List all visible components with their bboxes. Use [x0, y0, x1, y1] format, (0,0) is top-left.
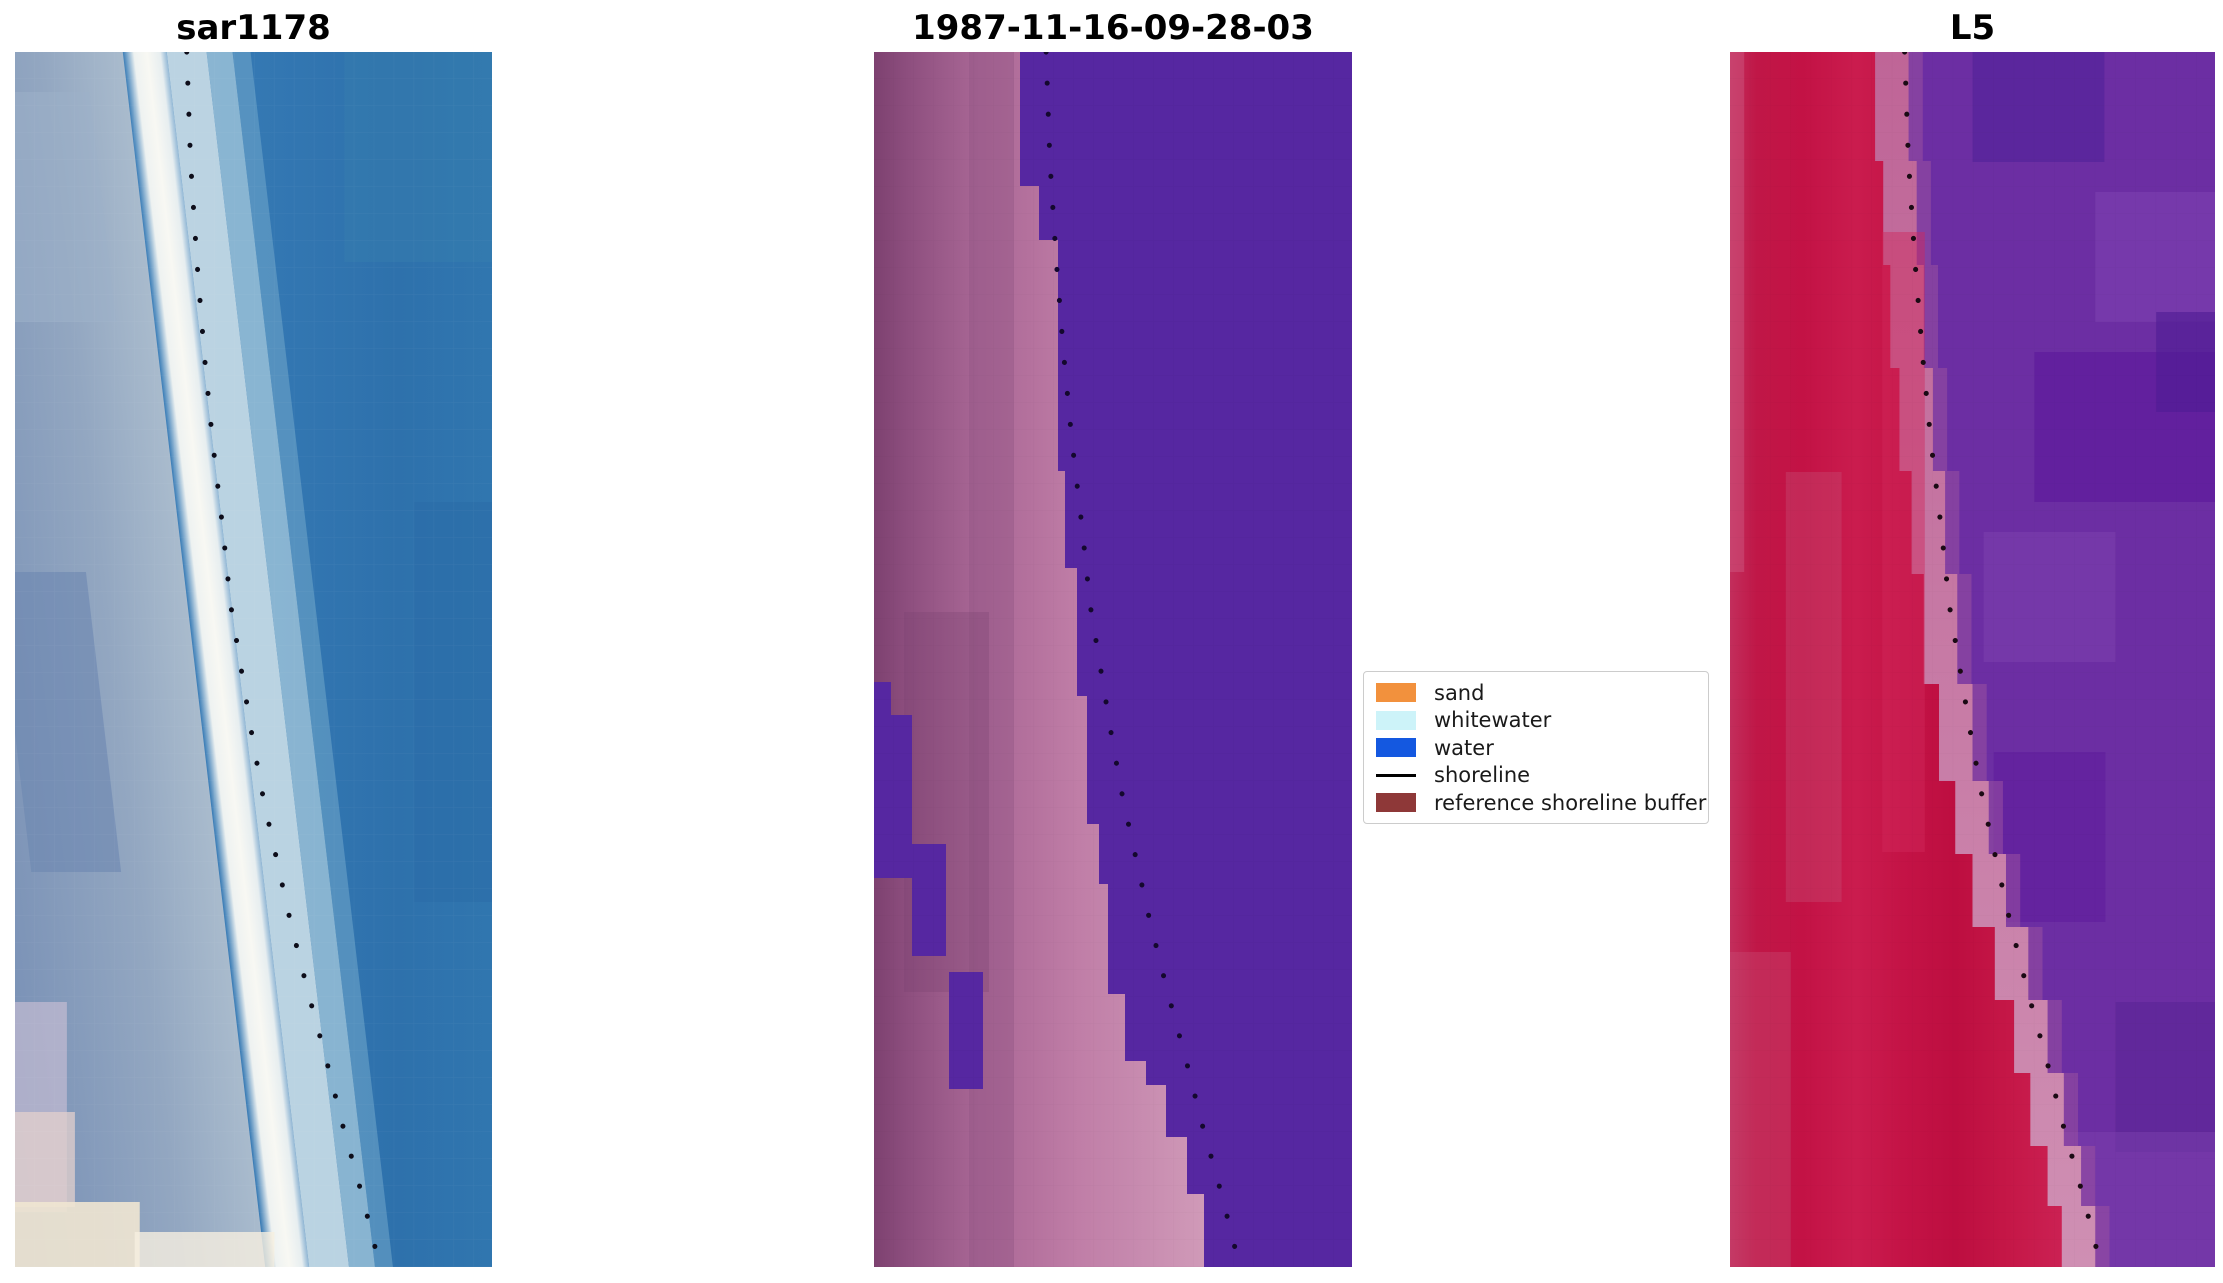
- legend-row: water: [1376, 734, 1696, 761]
- panel-title-l5: L5: [1949, 8, 1996, 48]
- sar-image: [15, 52, 492, 1267]
- legend-swatch-whitewater: [1376, 710, 1416, 730]
- panel-sar1178: [15, 52, 492, 1267]
- legend-label: water: [1434, 735, 1494, 760]
- legend: sand whitewater water shoreline reference sh…: [1363, 671, 1709, 824]
- legend-label: reference shoreline buffer: [1434, 790, 1707, 815]
- legend-label: whitewater: [1434, 708, 1552, 732]
- legend-row: reference shoreline buffer: [1376, 789, 1706, 816]
- classified-image: [874, 52, 1352, 1267]
- panel-l5: [1730, 52, 2215, 1267]
- legend-items: sand whitewater water shoreline reference sh…: [1376, 679, 1706, 816]
- legend-swatch-reference: [1376, 793, 1416, 812]
- panel-classified: [874, 52, 1352, 1267]
- legend-row: whitewater: [1376, 707, 1696, 734]
- legend-row: sand: [1376, 679, 1696, 706]
- panel-title-sar1178: sar1178: [176, 8, 331, 48]
- legend-swatch-water: [1376, 738, 1416, 757]
- legend-swatch-shoreline: [1376, 773, 1416, 777]
- legend-label: shoreline: [1434, 763, 1531, 787]
- legend-swatch-sand: [1376, 683, 1416, 702]
- panel-title-date: 1987-11-16-09-28-03: [912, 8, 1314, 48]
- legend-label: sand: [1434, 680, 1485, 705]
- legend-row: shoreline: [1376, 762, 1696, 789]
- l5-image: [1730, 52, 2215, 1267]
